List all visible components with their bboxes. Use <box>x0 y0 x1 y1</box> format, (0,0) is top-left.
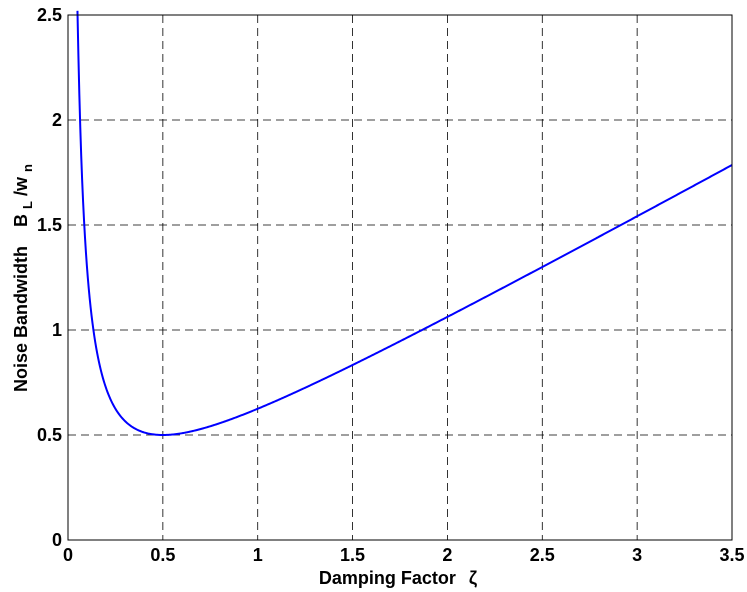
y-tick-label: 2.5 <box>37 5 62 25</box>
x-axis-label: Damping Factor ζ <box>319 568 477 589</box>
y-axis-symbol-slash: /w <box>11 176 31 196</box>
plot-background <box>68 15 732 540</box>
x-tick-label: 0 <box>63 545 73 565</box>
x-tick-label: 2.5 <box>530 545 555 565</box>
x-tick-labels: 0 0.5 1 1.5 2 2.5 3 3.5 <box>63 545 745 565</box>
x-tick-label: 3.5 <box>719 545 744 565</box>
y-axis-symbol-main: B <box>11 214 31 227</box>
y-tick-label: 0.5 <box>37 425 62 445</box>
y-tick-label: 0 <box>52 530 62 550</box>
x-tick-label: 1 <box>253 545 263 565</box>
x-axis-label-text: Damping Factor <box>319 568 456 588</box>
y-axis-label: Noise Bandwidth B L /w n <box>11 164 36 392</box>
y-axis-label-text: Noise Bandwidth <box>11 246 31 392</box>
x-axis-symbol: ζ <box>469 568 477 589</box>
y-tick-label: 1 <box>52 320 62 340</box>
x-tick-label: 1.5 <box>340 545 365 565</box>
x-tick-label: 0.5 <box>150 545 175 565</box>
y-tick-label: 2 <box>52 110 62 130</box>
y-axis-symbol-sub: L <box>20 201 35 209</box>
x-tick-label: 2 <box>442 545 452 565</box>
x-tick-label: 3 <box>632 545 642 565</box>
y-tick-label: 1.5 <box>37 215 62 235</box>
y-axis-symbol-sub2: n <box>20 164 35 172</box>
y-tick-labels: 0 0.5 1 1.5 2 2.5 <box>37 5 62 550</box>
